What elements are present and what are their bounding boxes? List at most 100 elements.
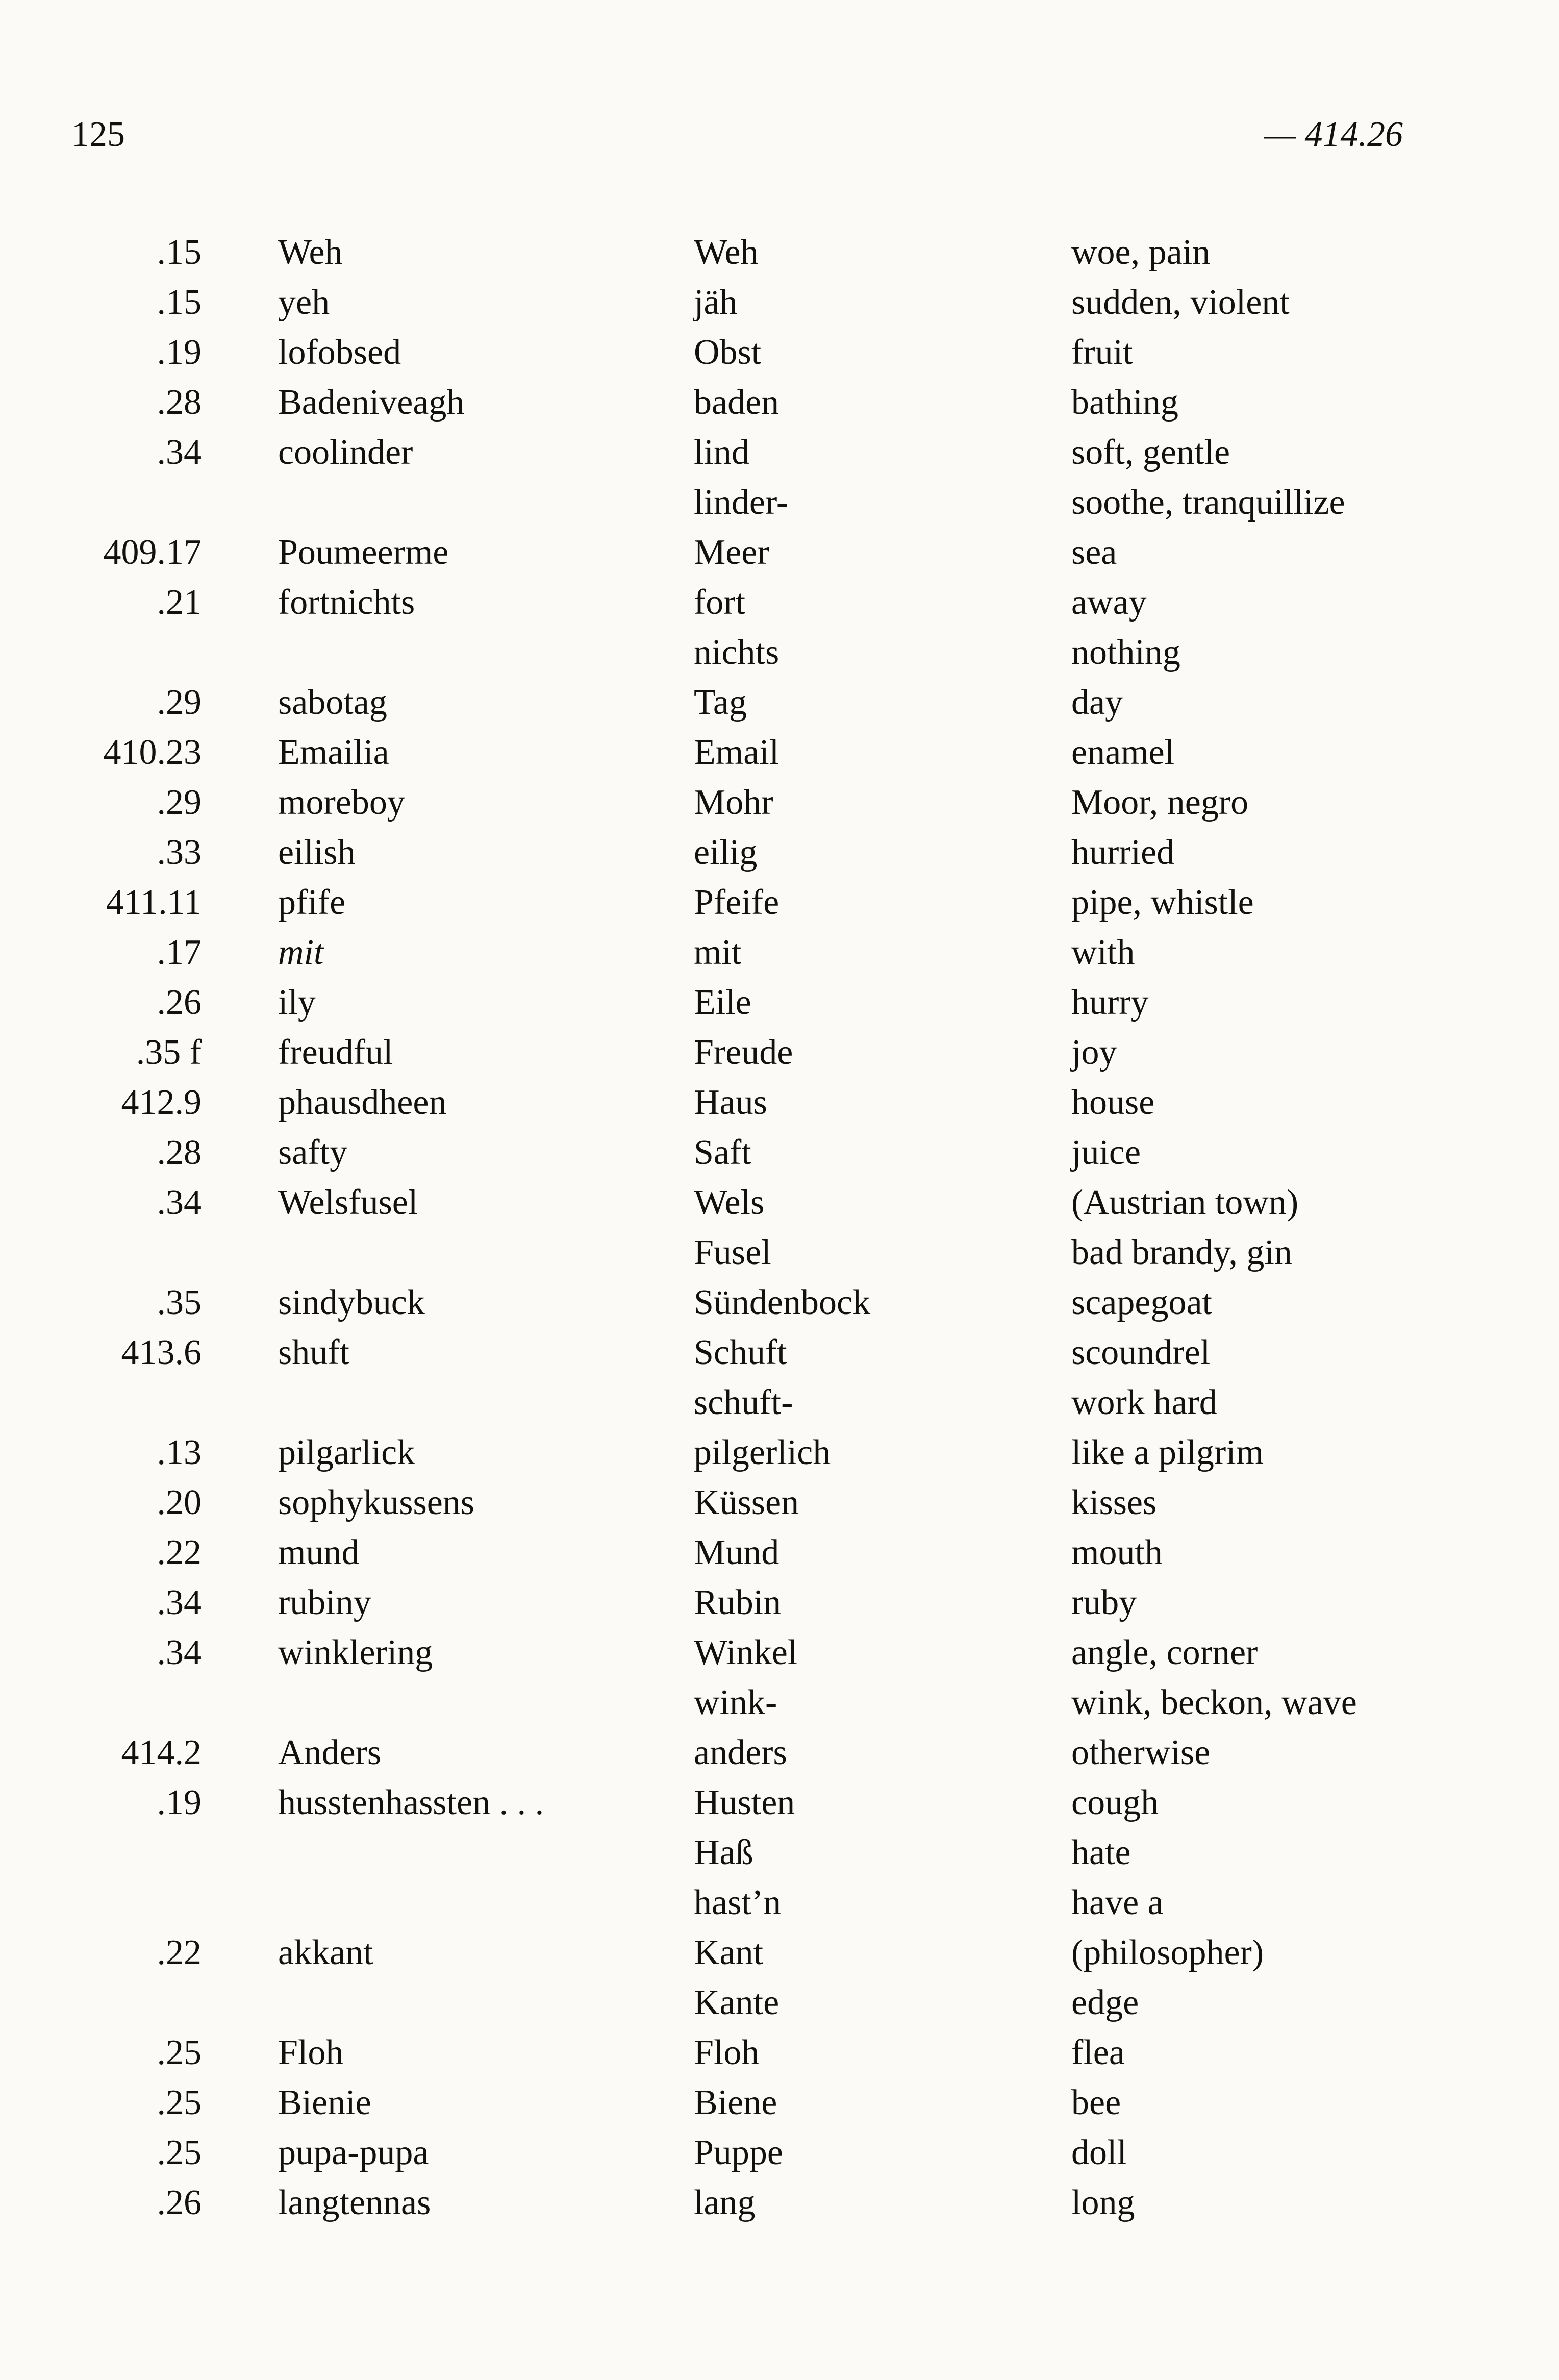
wake-word: safty xyxy=(278,1133,348,1172)
table-row: .22 akkant Kant (philosopher) xyxy=(0,1932,1559,1982)
german-word: Wels xyxy=(694,1183,765,1222)
table-row: linder-soothe, tranquillize xyxy=(0,482,1559,532)
line-reference: .13 xyxy=(157,1433,202,1472)
english-meaning: nothing xyxy=(1071,633,1180,672)
german-word: eilig xyxy=(694,833,758,872)
line-reference: 413.6 xyxy=(121,1333,202,1372)
line-reference: 411.11 xyxy=(106,883,202,922)
wake-word: winklering xyxy=(278,1633,433,1672)
wake-word: mund xyxy=(278,1533,360,1572)
german-word: Küssen xyxy=(694,1483,799,1522)
english-meaning: woe, pain xyxy=(1071,233,1211,272)
german-word: Haß xyxy=(694,1833,753,1872)
english-meaning: bathing xyxy=(1071,383,1178,422)
wake-word: akkant xyxy=(278,1933,373,1972)
wake-word: husstenhassten . . . xyxy=(278,1783,544,1822)
english-meaning: ruby xyxy=(1071,1583,1137,1622)
table-row: .17 mit mit with xyxy=(0,932,1559,982)
english-meaning: edge xyxy=(1071,1983,1139,2022)
german-word: pilgerlich xyxy=(694,1433,831,1472)
line-reference: .28 xyxy=(157,383,202,422)
table-row: .28 Badeniveagh baden bathing xyxy=(0,382,1559,432)
table-row: .22 mund Mund mouth xyxy=(0,1532,1559,1582)
line-reference: .22 xyxy=(157,1533,202,1572)
table-row: 414.2 Anders anders otherwise xyxy=(0,1732,1559,1782)
table-row: .20 sophykussens Küssen kisses xyxy=(0,1482,1559,1532)
english-meaning: juice xyxy=(1071,1133,1141,1172)
table-row: nichts nothing xyxy=(0,632,1559,682)
german-word: schuft- xyxy=(694,1383,793,1422)
wake-word: rubiny xyxy=(278,1583,371,1622)
table-row: .25 Floh Floh flea xyxy=(0,2032,1559,2082)
german-word: Rubin xyxy=(694,1583,782,1622)
german-word: mit xyxy=(694,933,742,972)
line-reference: .29 xyxy=(157,683,202,722)
german-word: linder- xyxy=(694,483,789,522)
wake-word: moreboy xyxy=(278,783,405,822)
english-meaning: (Austrian town) xyxy=(1071,1183,1299,1222)
wake-word: sophykussens xyxy=(278,1483,475,1522)
english-meaning: bee xyxy=(1071,2083,1121,2122)
german-word: Floh xyxy=(694,2033,760,2072)
line-reference: .26 xyxy=(157,983,202,1022)
german-word: Pfeife xyxy=(694,883,779,922)
german-word: fort xyxy=(694,583,746,622)
english-meaning: enamel xyxy=(1071,733,1175,772)
german-word: Winkel xyxy=(694,1633,798,1672)
wake-word: pilgarlick xyxy=(278,1433,415,1472)
german-word: nichts xyxy=(694,633,779,672)
english-meaning: away xyxy=(1071,583,1147,622)
wake-word: eilish xyxy=(278,833,356,872)
table-row: .21 fortnichts fort away xyxy=(0,582,1559,632)
german-word: lind xyxy=(694,433,749,472)
german-word: Biene xyxy=(694,2083,777,2122)
table-row: .35 sindybuck Sündenbock scapegoat xyxy=(0,1282,1559,1332)
line-reference: .25 xyxy=(157,2083,202,2122)
line-reference: .35 f xyxy=(136,1033,202,1072)
german-word: Haus xyxy=(694,1083,767,1122)
line-reference: .26 xyxy=(157,2183,202,2222)
line-reference: 410.23 xyxy=(103,733,202,772)
line-reference: .25 xyxy=(157,2133,202,2172)
wake-word: Floh xyxy=(278,2033,344,2072)
english-meaning: sea xyxy=(1071,533,1117,572)
wake-word: mit xyxy=(278,933,324,972)
english-meaning: flea xyxy=(1071,2033,1125,2072)
english-meaning: work hard xyxy=(1071,1383,1217,1422)
table-row: .29 sabotag Tag day xyxy=(0,682,1559,732)
wake-word: lofobsed xyxy=(278,333,401,372)
line-reference: 409.17 xyxy=(103,533,202,572)
wake-word: yeh xyxy=(278,283,330,322)
table-row: .35 f freudful Freude joy xyxy=(0,1032,1559,1082)
german-word: Tag xyxy=(694,683,747,722)
german-word: Fusel xyxy=(694,1233,771,1272)
german-word: Email xyxy=(694,733,779,772)
line-reference: .28 xyxy=(157,1133,202,1172)
english-meaning: scoundrel xyxy=(1071,1333,1211,1372)
english-meaning: mouth xyxy=(1071,1533,1163,1572)
line-reference: .25 xyxy=(157,2033,202,2072)
line-reference: .33 xyxy=(157,833,202,872)
german-word: Puppe xyxy=(694,2133,783,2172)
english-meaning: with xyxy=(1071,933,1135,972)
wake-word: langtennas xyxy=(278,2183,431,2222)
line-reference: .21 xyxy=(157,583,202,622)
wake-word: shuft xyxy=(278,1333,349,1372)
german-word: Mund xyxy=(694,1533,779,1572)
english-meaning: angle, corner xyxy=(1071,1633,1258,1672)
table-row: .34 coolinder lind soft, gentle xyxy=(0,432,1559,482)
english-meaning: soft, gentle xyxy=(1071,433,1230,472)
table-row: Kante edge xyxy=(0,1982,1559,2032)
line-reference: .20 xyxy=(157,1483,202,1522)
english-meaning: otherwise xyxy=(1071,1733,1211,1772)
german-word: Schuft xyxy=(694,1333,787,1372)
table-row: Haß hate xyxy=(0,1832,1559,1882)
wake-word: sabotag xyxy=(278,683,387,722)
table-row: 411.11 pfife Pfeife pipe, whistle xyxy=(0,882,1559,932)
english-meaning: hurry xyxy=(1071,983,1149,1022)
glossary-table: .15 Weh Weh woe, pain .15 yeh jäh sudden, viole… xyxy=(0,232,1559,2233)
german-word: Obst xyxy=(694,333,762,372)
german-word: Mohr xyxy=(694,783,773,822)
english-meaning: day xyxy=(1071,683,1123,722)
